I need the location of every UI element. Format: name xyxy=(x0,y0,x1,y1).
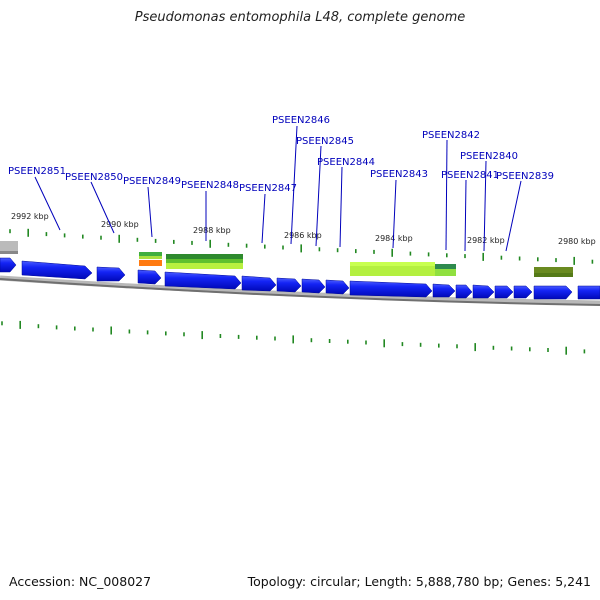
feature-block[interactable] xyxy=(350,266,435,276)
genome-title: Pseudomonas entomophila L48, complete ge… xyxy=(134,10,466,25)
bottom-scale-ticks xyxy=(1,320,586,355)
gene-label-pseen2841[interactable]: PSEEN2841 xyxy=(441,170,499,181)
gene-label-pseen2846[interactable]: PSEEN2846 xyxy=(272,115,330,126)
gene-arrow[interactable] xyxy=(96,266,126,282)
gene-label-pseen2840[interactable]: PSEEN2840 xyxy=(460,151,518,162)
gene-arrow[interactable] xyxy=(577,285,600,300)
scale-label: 2990 kbp xyxy=(101,220,139,229)
feature-block[interactable] xyxy=(139,260,162,266)
feature-block[interactable] xyxy=(139,252,162,256)
gene-label-pseen2851[interactable]: PSEEN2851 xyxy=(8,166,66,177)
gene-arrow[interactable] xyxy=(164,271,242,290)
genome-backbone-shadow xyxy=(0,278,600,306)
gene-label-pseen2849[interactable]: PSEEN2849 xyxy=(123,176,181,187)
feature-block[interactable] xyxy=(166,259,243,263)
gene-track xyxy=(0,257,600,300)
gene-arrow[interactable] xyxy=(21,260,93,280)
feature-block[interactable] xyxy=(139,256,162,259)
gene-arrow[interactable] xyxy=(241,275,277,292)
accession-label: Accession: NC_008027 xyxy=(9,574,152,589)
gene-arrow[interactable] xyxy=(276,277,302,293)
feature-track xyxy=(139,252,573,277)
backbone-fragment-edge xyxy=(0,251,18,254)
gene-arrow[interactable] xyxy=(432,283,456,298)
feature-block[interactable] xyxy=(350,262,435,266)
gene-label-pseen2842[interactable]: PSEEN2842 xyxy=(422,130,480,141)
genome-summary: Topology: circular; Length: 5,888,780 bp… xyxy=(247,574,591,589)
gene-arrow[interactable] xyxy=(513,285,533,299)
feature-block[interactable] xyxy=(435,269,456,276)
scale-label: 2980 kbp xyxy=(558,237,596,246)
gene-label-pseen2848[interactable]: PSEEN2848 xyxy=(181,180,239,191)
gene-arrow[interactable] xyxy=(472,284,495,299)
feature-block[interactable] xyxy=(534,267,573,273)
gene-arrow[interactable] xyxy=(0,257,17,273)
gene-arrow[interactable] xyxy=(325,279,350,295)
gene-arrow[interactable] xyxy=(533,285,573,300)
gene-label-pseen2844[interactable]: PSEEN2844 xyxy=(317,157,375,168)
gene-labels: PSEEN2851 PSEEN2850 PSEEN2849 PSEEN2848 … xyxy=(8,115,554,194)
gene-label-pseen2845[interactable]: PSEEN2845 xyxy=(296,136,354,147)
feature-block[interactable] xyxy=(534,273,573,277)
gene-arrow[interactable] xyxy=(301,278,326,294)
feature-block[interactable] xyxy=(435,264,456,269)
gene-arrow[interactable] xyxy=(137,269,162,285)
gene-label-pseen2850[interactable]: PSEEN2850 xyxy=(65,172,123,183)
feature-block[interactable] xyxy=(166,254,243,259)
scale-label: 2986 kbp xyxy=(284,231,322,240)
gene-arrow[interactable] xyxy=(349,280,433,298)
backbone-fragment xyxy=(0,241,18,253)
feature-block[interactable] xyxy=(166,263,243,269)
genome-backbone xyxy=(0,275,600,306)
gene-label-pseen2847[interactable]: PSEEN2847 xyxy=(239,183,297,194)
gene-arrow[interactable] xyxy=(455,284,473,299)
gene-label-leaders xyxy=(34,125,522,252)
gene-arrow[interactable] xyxy=(494,285,514,299)
scale-label: 2982 kbp xyxy=(467,236,505,245)
scale-label: 2988 kbp xyxy=(193,226,231,235)
scale-label: 2992 kbp xyxy=(11,212,49,221)
gene-label-pseen2843[interactable]: PSEEN2843 xyxy=(370,169,428,180)
gene-label-pseen2839[interactable]: PSEEN2839 xyxy=(496,171,554,182)
top-scale-ticks xyxy=(9,228,594,265)
